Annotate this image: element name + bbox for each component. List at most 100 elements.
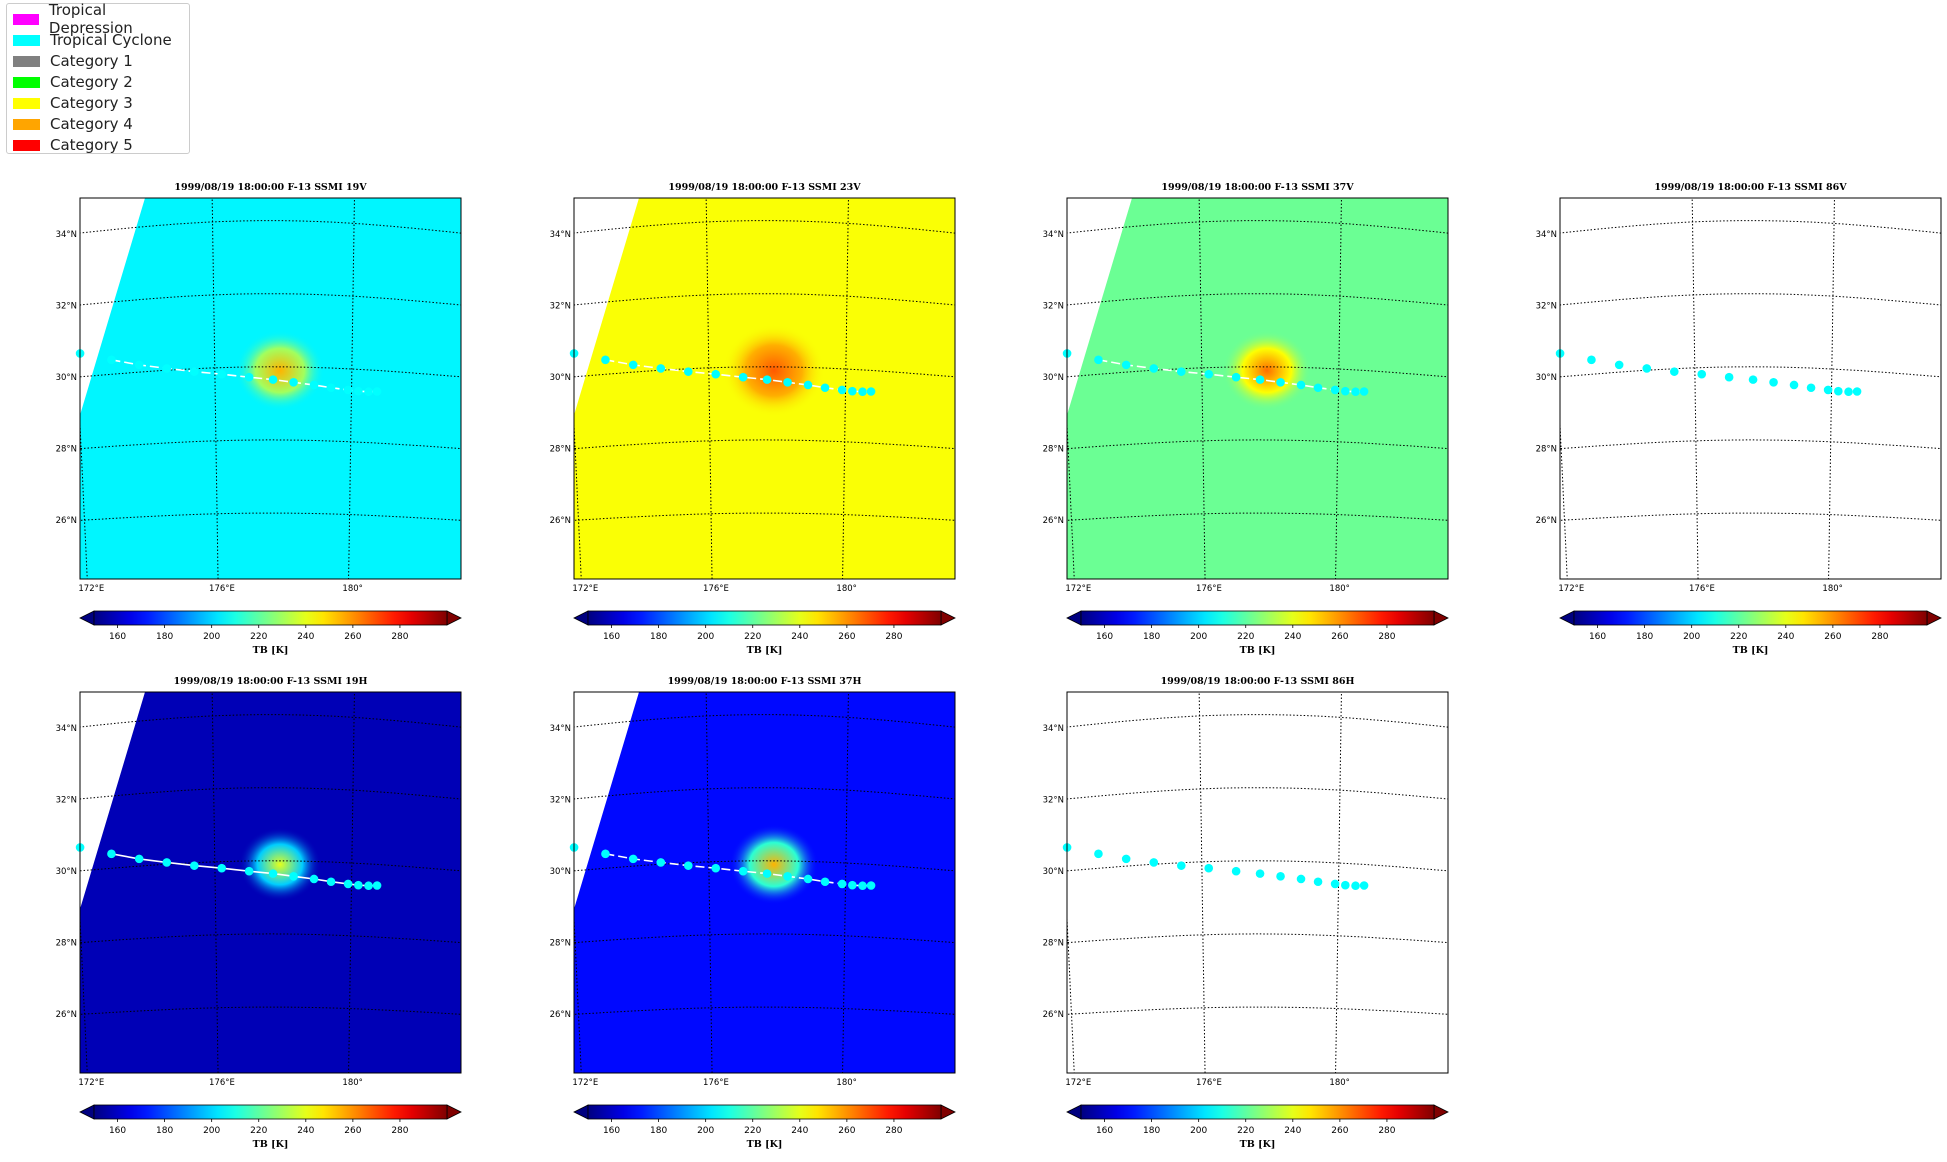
colorbar-tick-label: 180 <box>156 632 173 642</box>
colorbar-tick-label: 260 <box>838 1126 855 1136</box>
track-point <box>1359 387 1369 396</box>
legend-label: Category 3 <box>50 94 133 112</box>
colorbar-tick-label: 180 <box>1636 632 1653 642</box>
colorbar-tick-label: 240 <box>791 1126 808 1136</box>
track-point <box>1276 378 1285 387</box>
panel-title: 1999/08/19 18:00:00 F-13 SSMI 19V <box>174 182 367 193</box>
track-point <box>1176 861 1186 870</box>
map-panel: 1999/08/19 18:00:00 F-13 SSMI 86H 34°N 32°… <box>1043 676 1449 1150</box>
track-point <box>309 874 319 884</box>
track-point <box>1296 874 1306 884</box>
map-panel: 1999/08/19 18:00:00 F-13 SSMI 37V 34°N 32°… <box>1043 166 1486 656</box>
lat-tick-label: 26°N <box>56 516 77 526</box>
panel-title: 1999/08/19 18:00:00 F-13 SSMI 23V <box>668 182 861 193</box>
track-point <box>1359 881 1369 890</box>
colorbar-gradient <box>1080 1104 1435 1120</box>
track-point <box>372 387 382 396</box>
colorbar-tick-label: 280 <box>885 1126 902 1136</box>
colorbar-extend-low <box>573 610 589 626</box>
latitude-gridline <box>574 512 955 521</box>
panel-title: 1999/08/19 18:00:00 F-13 SSMI 37H <box>668 676 862 687</box>
map-panel: 1999/08/19 18:00:00 F-13 SSMI 19V 34°N 32°… <box>56 182 462 656</box>
colorbar: 160 180 200 220 240 260 280 TB [K] <box>1066 610 1449 656</box>
colorbar-extend-low <box>79 1104 95 1120</box>
track-point <box>628 854 638 864</box>
lat-tick-label: 32°N <box>1043 795 1064 805</box>
latitude-gridline <box>1560 220 1941 234</box>
longitude-gridline <box>1465 166 1486 616</box>
colorbar-tick-label: 180 <box>156 1126 173 1136</box>
track-point <box>244 866 254 876</box>
colorbar-tick-label: 240 <box>1284 1126 1301 1136</box>
lat-tick-label: 34°N <box>56 230 77 240</box>
legend-label: Category 2 <box>50 73 133 91</box>
colorbar-tick-label: 260 <box>344 632 361 642</box>
track-point <box>1724 372 1734 382</box>
colorbar-label: TB [K] <box>1240 1139 1276 1150</box>
lat-tick-label: 26°N <box>1043 1010 1064 1020</box>
colorbar-tick-label: 220 <box>250 632 267 642</box>
colorbar-gradient <box>587 1104 942 1120</box>
track-point <box>601 849 610 859</box>
colorbar-tick-label: 200 <box>203 632 220 642</box>
lat-tick-label: 26°N <box>1536 516 1557 526</box>
lat-tick-label: 28°N <box>550 938 571 948</box>
lat-tick-label: 32°N <box>56 301 77 311</box>
track-point <box>711 863 721 873</box>
lat-tick-label: 30°N <box>1043 867 1064 877</box>
track-point <box>837 879 847 889</box>
track-point <box>1204 369 1214 379</box>
lon-tick-label: 172°E <box>572 1078 598 1088</box>
map-frame <box>573 691 956 1074</box>
colorbar-gradient <box>93 1104 448 1120</box>
lat-tick-label: 26°N <box>56 1010 77 1020</box>
track-point <box>364 881 373 891</box>
longitude-gridline <box>1828 198 1835 579</box>
colorbar: 160 180 200 220 240 260 280 TB [K] <box>79 610 462 656</box>
lon-tick-label: 180° <box>342 584 362 594</box>
track-point <box>711 369 721 379</box>
lat-tick-label: 32°N <box>56 795 77 805</box>
colorbar: 160 180 200 220 240 260 280 TB [K] <box>79 1104 462 1150</box>
track-point <box>1834 386 1843 396</box>
colorbar-tick-label: 260 <box>1331 1126 1348 1136</box>
map-frame <box>1066 691 1449 1074</box>
colorbar: 160 180 200 220 240 260 280 TB [K] <box>1066 1104 1449 1150</box>
colorbar-gradient <box>1573 610 1928 626</box>
track-point <box>783 872 792 881</box>
latitude-gridline <box>1067 439 1448 450</box>
panel-title: 1999/08/19 18:00:00 F-13 SSMI 37V <box>1161 182 1354 193</box>
longitude-gridline <box>478 660 499 1110</box>
map-frame <box>1559 197 1942 580</box>
latitude-gridline <box>1560 439 1941 450</box>
latitude-gridline <box>80 787 461 800</box>
latitude-gridline <box>80 220 461 234</box>
lon-tick-label: 176°E <box>703 584 729 594</box>
track-point <box>289 378 298 387</box>
colorbar-tick-label: 280 <box>1871 632 1888 642</box>
lat-tick-label: 34°N <box>1043 724 1064 734</box>
latitude-gridline <box>80 293 461 306</box>
track-point <box>1852 387 1862 396</box>
colorbar-tick-label: 220 <box>1237 1126 1254 1136</box>
track-point <box>783 378 792 387</box>
legend-item: Category 1 <box>13 51 133 71</box>
latitude-gridline <box>1067 714 1448 728</box>
lon-tick-label: 172°E <box>572 584 598 594</box>
colorbar-tick-label: 160 <box>603 1126 620 1136</box>
panel-title: 1999/08/19 18:00:00 F-13 SSMI 86H <box>1161 676 1355 687</box>
track-point <box>848 386 857 396</box>
lat-tick-label: 26°N <box>550 1010 571 1020</box>
colorbar-tick-label: 180 <box>650 632 667 642</box>
track-point <box>1231 866 1241 876</box>
lat-tick-label: 28°N <box>550 444 571 454</box>
legend-swatch <box>13 118 40 130</box>
legend-label: Category 1 <box>50 52 133 70</box>
longitude-gridline <box>1691 198 1699 579</box>
track-point <box>343 385 353 395</box>
colorbar-extend-low <box>1559 610 1575 626</box>
track-point <box>134 360 144 370</box>
track-point <box>762 869 772 878</box>
colorbar-label: TB [K] <box>1733 645 1769 656</box>
colorbar-extend-low <box>573 1104 589 1120</box>
